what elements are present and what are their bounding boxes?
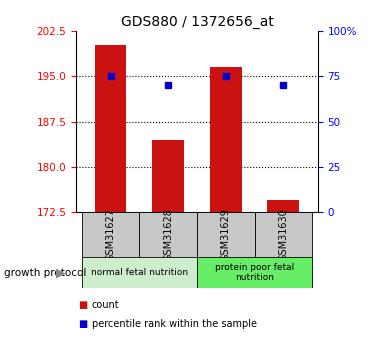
Bar [210,67,241,212]
Text: GSM31630: GSM31630 [278,208,288,261]
Text: ■: ■ [78,319,87,329]
Bar [139,212,197,257]
Text: ▶: ▶ [56,266,65,279]
Bar [197,257,312,288]
Bar [268,200,299,212]
Text: ■: ■ [78,300,87,310]
Title: GDS880 / 1372656_at: GDS880 / 1372656_at [121,14,273,29]
Text: GSM31627: GSM31627 [106,208,115,261]
Bar [255,212,312,257]
Bar [82,212,139,257]
Bar [197,212,255,257]
Bar [152,140,184,212]
Text: protein poor fetal
nutrition: protein poor fetal nutrition [215,263,294,282]
Text: GSM31629: GSM31629 [221,208,231,261]
Text: count: count [92,300,119,310]
Text: growth protocol: growth protocol [4,268,86,277]
Bar [82,257,197,288]
Text: percentile rank within the sample: percentile rank within the sample [92,319,257,329]
Text: normal fetal nutrition: normal fetal nutrition [91,268,188,277]
Bar [95,45,126,212]
Text: GSM31628: GSM31628 [163,208,173,261]
